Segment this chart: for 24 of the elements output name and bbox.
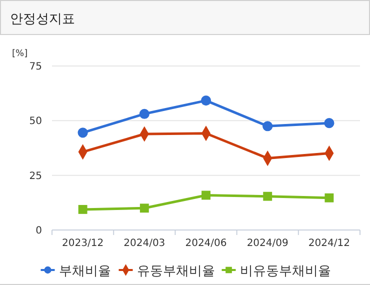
y-tick-label: 75 [29,62,42,72]
point [200,96,212,106]
x-tick-label: 2023/12 [62,238,104,249]
x-tick-label: 2024/03 [124,238,166,249]
point [140,204,149,213]
legend-label: 부채비율 [58,264,111,279]
x-tick-label: 2024/06 [185,238,227,249]
point [324,118,334,128]
chart-title: 안정성지표 [10,12,75,27]
point [139,108,150,119]
point [78,204,88,214]
legend-label: 유동부채비율 [136,264,215,279]
legend-label: 비유동부채비율 [240,264,331,279]
point [262,121,273,132]
point [78,128,88,138]
point [202,190,210,200]
y-tick-label: 50 [29,116,42,128]
point [324,193,334,202]
y-tick-label: 0 [36,226,42,236]
x-tick-label: 2024/12 [308,238,350,249]
y-tick-label: 25 [29,170,42,182]
y-axis-title: [%] [12,49,28,59]
x-tick-label: 2024/09 [246,238,288,249]
point [263,192,272,201]
